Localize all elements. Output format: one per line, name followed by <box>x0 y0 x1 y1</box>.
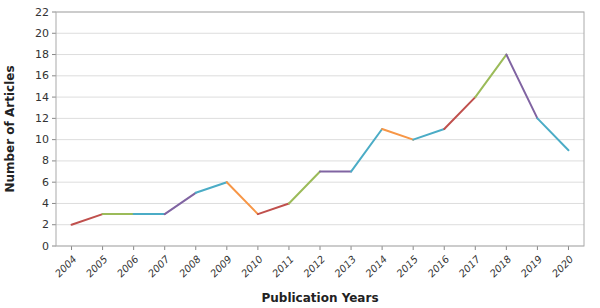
x-tick <box>382 246 383 250</box>
line-segment <box>444 97 475 129</box>
y-tick <box>52 160 56 161</box>
line-segment <box>165 193 196 214</box>
line-segment <box>537 118 568 150</box>
grid-line <box>56 54 584 55</box>
y-tick <box>52 54 56 55</box>
grid <box>56 12 584 246</box>
grid-line <box>56 203 584 204</box>
x-tick <box>71 246 72 250</box>
grid-line <box>56 139 584 140</box>
y-tick-label: 18 <box>35 48 49 61</box>
x-tick <box>506 246 507 250</box>
grid-line <box>56 97 584 98</box>
x-tick <box>475 246 476 250</box>
y-tick-label: 4 <box>42 197 49 210</box>
y-tick <box>52 33 56 34</box>
x-tick-label: 2009 <box>208 253 234 279</box>
x-tick <box>568 246 569 250</box>
y-tick <box>52 224 56 225</box>
y-tick-label: 16 <box>35 69 49 82</box>
x-tick-label: 2008 <box>177 253 203 279</box>
line-segment <box>103 213 134 215</box>
line-segment <box>382 129 413 140</box>
y-tick-label: 20 <box>35 27 49 40</box>
x-tick-label: 2007 <box>146 253 172 279</box>
y-tick-label: 14 <box>35 91 49 104</box>
line-segment <box>227 182 258 214</box>
x-tick <box>537 246 538 250</box>
line-segment <box>196 182 227 193</box>
line-segment <box>506 55 537 119</box>
grid-line <box>56 224 584 225</box>
grid-line <box>56 182 584 183</box>
x-tick-label: 2012 <box>301 253 327 279</box>
y-tick-label: 10 <box>35 133 49 146</box>
y-tick-label: 22 <box>35 6 49 19</box>
x-tick <box>320 246 321 250</box>
grid-line <box>56 160 584 161</box>
y-tick <box>52 97 56 98</box>
y-tick <box>52 182 56 183</box>
x-tick-label: 2015 <box>394 253 420 279</box>
x-tick-label: 2013 <box>332 253 358 279</box>
y-tick-label: 2 <box>42 218 49 231</box>
x-axis-label: Publication Years <box>261 291 378 305</box>
x-tick <box>226 246 227 250</box>
grid-line <box>56 118 584 119</box>
line-segment <box>289 172 320 204</box>
x-tick-label: 2010 <box>239 253 265 279</box>
x-tick <box>195 246 196 250</box>
chart: 0246810121416182022200420052006200720082… <box>0 0 600 308</box>
line-segment <box>134 213 165 215</box>
x-tick-label: 2006 <box>115 253 141 279</box>
y-tick <box>52 118 56 119</box>
y-tick <box>52 139 56 140</box>
x-tick-label: 2004 <box>53 253 79 279</box>
grid-line <box>56 33 584 34</box>
x-tick-label: 2014 <box>363 253 389 279</box>
y-tick <box>52 75 56 76</box>
x-tick-label: 2020 <box>550 253 576 279</box>
x-tick-label: 2005 <box>84 253 110 279</box>
x-tick-label: 2017 <box>457 253 483 279</box>
x-tick <box>351 246 352 250</box>
x-tick <box>257 246 258 250</box>
y-tick <box>52 12 56 13</box>
grid-line <box>56 75 584 76</box>
x-tick-label: 2019 <box>519 253 545 279</box>
y-axis-label: Number of Articles <box>3 65 17 192</box>
x-tick <box>133 246 134 250</box>
plot-frame <box>56 12 584 246</box>
line-series <box>72 55 569 225</box>
x-tick <box>444 246 445 250</box>
line-segment <box>351 129 382 172</box>
line-segment <box>72 214 103 225</box>
chart-container: 0246810121416182022200420052006200720082… <box>0 0 600 308</box>
line-segment <box>258 203 289 214</box>
y-tick-label: 12 <box>35 112 49 125</box>
y-tick <box>52 246 56 247</box>
x-tick <box>102 246 103 250</box>
line-segment <box>413 129 444 140</box>
x-tick-label: 2011 <box>270 253 296 279</box>
line-segment <box>475 55 506 98</box>
x-tick <box>288 246 289 250</box>
x-tick-label: 2018 <box>488 253 514 279</box>
y-tick-label: 0 <box>42 240 49 253</box>
line-segment <box>320 171 351 173</box>
y-tick-label: 8 <box>42 154 49 167</box>
x-tick-label: 2016 <box>426 253 452 279</box>
y-tick <box>52 203 56 204</box>
y-tick-label: 6 <box>42 176 49 189</box>
x-tick <box>164 246 165 250</box>
x-tick <box>413 246 414 250</box>
